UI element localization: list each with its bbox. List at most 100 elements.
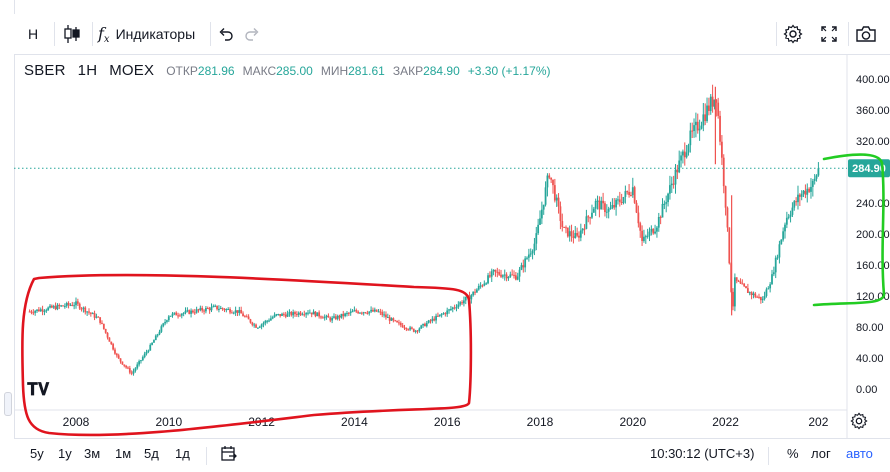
candle-body [368, 311, 371, 314]
candle-body [438, 314, 441, 316]
fullscreen-button[interactable] [816, 20, 842, 48]
candle-body [667, 193, 669, 203]
candle-body [331, 317, 334, 321]
range-1m-button[interactable]: 1м [115, 446, 132, 461]
candle-body [416, 330, 419, 332]
candle-body [628, 192, 630, 196]
chart-canvas[interactable]: 400.00360.00320.00280.00240.00200.00160.… [14, 55, 890, 438]
candle-body [756, 296, 759, 298]
candle-body [188, 310, 191, 314]
date-range-button[interactable] [220, 445, 238, 466]
axis-settings-button[interactable] [850, 412, 870, 432]
candle-body [719, 115, 721, 142]
candle-body [216, 305, 218, 310]
candle-body [620, 202, 623, 204]
function-icon: fx [98, 23, 110, 45]
candle-body [429, 320, 432, 322]
range-3m-button[interactable]: 3м [84, 446, 101, 461]
legend: SBER 1Н MOEX ОТКР 281.96 МАКС 285.00 МИН… [24, 62, 559, 79]
candle-body [158, 331, 161, 335]
candle-body [205, 308, 207, 312]
candle-body [310, 312, 313, 315]
interval-button[interactable]: Н [18, 20, 48, 48]
candle-body [182, 312, 185, 314]
candle-body [91, 313, 94, 315]
candle-body [396, 320, 398, 323]
range-5d-button[interactable]: 5д [144, 446, 159, 461]
range-1y-button[interactable]: 1y [58, 446, 72, 461]
candle-body [657, 217, 660, 228]
candle-body [357, 311, 360, 314]
candle-body [41, 309, 44, 312]
candle-body [375, 309, 378, 312]
candle-body [776, 257, 779, 259]
redo-button[interactable] [240, 20, 264, 48]
candle-body [76, 301, 79, 304]
candle-body [815, 175, 818, 179]
candle-body [385, 314, 387, 318]
candle-body [160, 326, 163, 332]
candle-body [637, 212, 640, 224]
candle-body [264, 321, 267, 324]
range-1d-button[interactable]: 1д [175, 446, 190, 461]
candle-body [487, 275, 489, 284]
candle-body [427, 320, 430, 324]
candle-body [266, 320, 269, 322]
candle-body [149, 344, 152, 351]
candle-body [169, 315, 172, 317]
candle-body [643, 236, 645, 241]
settings-button[interactable] [780, 20, 806, 48]
candle-body [464, 296, 467, 301]
candle-body [47, 307, 50, 311]
candle-body [633, 187, 636, 203]
candle-body [672, 183, 675, 185]
candle-body [437, 315, 439, 317]
candle-body [286, 313, 289, 317]
auto-scale-toggle[interactable]: авто [846, 446, 873, 461]
candle-body [292, 312, 295, 316]
candle-body [414, 330, 417, 332]
chart-type-button[interactable] [58, 20, 86, 48]
candle-body [741, 283, 744, 285]
candle-body [166, 320, 168, 322]
candle-body [370, 309, 373, 312]
candle-body [650, 228, 653, 232]
candle-body [509, 274, 512, 277]
rail-collapse-handle[interactable] [4, 392, 12, 416]
clock-timezone[interactable]: 10:30:12 (UTC+3) [650, 446, 755, 461]
snapshot-button[interactable] [852, 20, 880, 48]
candle-body [639, 223, 642, 231]
candle-body [288, 312, 291, 314]
undo-button[interactable] [214, 20, 238, 48]
price-tick-label: 80.00 [856, 322, 884, 334]
percent-toggle[interactable]: % [787, 446, 799, 461]
log-toggle[interactable]: лог [811, 446, 831, 461]
candle-body [722, 157, 725, 187]
candle-body [659, 217, 662, 219]
candle-body [303, 314, 306, 316]
candle-body [635, 202, 638, 213]
candle-body [687, 145, 690, 153]
candle-body [477, 286, 480, 290]
candle-body [164, 321, 166, 324]
candle-body [73, 305, 76, 307]
candle-body [212, 306, 215, 308]
tradingview-logo[interactable]: 𝐓𝐕 [27, 380, 50, 399]
candle-body [578, 235, 580, 238]
candle-body [290, 312, 293, 316]
candle-body [691, 130, 694, 132]
candle-body [706, 105, 708, 121]
candle-body [260, 324, 263, 327]
candle-body [409, 327, 411, 330]
range-5y-button[interactable]: 5y [30, 446, 44, 461]
candle-body [713, 99, 716, 107]
legend-close-value: 284.90 [423, 64, 460, 78]
legend-symbol[interactable]: SBER [24, 62, 66, 79]
candle-body [611, 204, 614, 209]
left-rail [0, 0, 15, 471]
candle-body [670, 183, 673, 186]
candle-body [407, 329, 410, 331]
candle-body [156, 334, 159, 336]
indicators-button[interactable]: fx Индикаторы [96, 20, 210, 48]
candle-body [108, 337, 111, 342]
